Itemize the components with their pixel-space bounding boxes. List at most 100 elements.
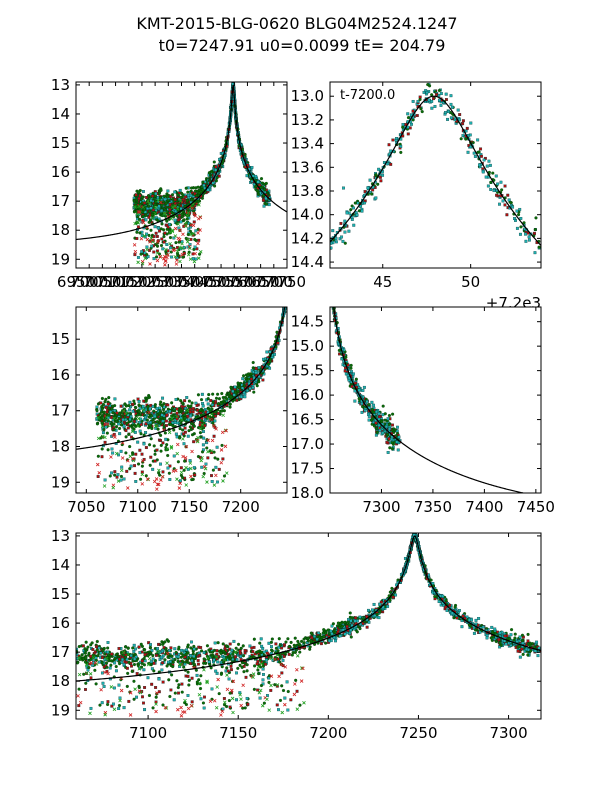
model-curve	[333, 307, 526, 493]
data-point-x	[111, 433, 115, 438]
data-point-square	[478, 163, 481, 167]
data-point-x	[178, 245, 182, 250]
data-point-x	[181, 454, 185, 459]
data-point-square	[377, 415, 381, 419]
data-point-circle	[130, 425, 134, 429]
data-point-circle	[157, 191, 161, 195]
data-point-square	[138, 194, 142, 198]
data-point-circle	[160, 403, 164, 408]
data-point-circle	[179, 195, 183, 199]
data-point-square	[131, 409, 135, 413]
data-point-square	[146, 255, 150, 259]
data-point-square	[124, 417, 128, 421]
x-tick-label: 7350	[414, 498, 452, 516]
data-point-square	[251, 386, 255, 390]
data-point-circle	[108, 474, 112, 478]
data-point-circle	[216, 402, 220, 406]
data-point-square	[378, 175, 382, 179]
y-tick-label: 13.8	[291, 182, 324, 200]
panel-data-points	[318, 82, 559, 273]
data-point-square	[126, 426, 130, 430]
data-point-circle	[123, 402, 127, 406]
data-point-square	[318, 247, 321, 250]
y-tick-label: 19	[51, 250, 70, 268]
data-point-square	[416, 100, 420, 103]
data-point-circle	[228, 402, 232, 406]
panels-group: 6950700070507100715072007250730073507400…	[51, 76, 559, 742]
data-point-square	[149, 199, 153, 202]
data-point-circle	[264, 202, 268, 206]
data-point-square	[547, 251, 550, 254]
data-point-x	[147, 410, 151, 415]
data-point-square	[365, 400, 369, 404]
x-tick-label: 50	[461, 273, 480, 291]
data-point-square	[197, 238, 201, 242]
x-tick-label: 7250	[136, 273, 174, 291]
data-point-square	[249, 377, 253, 381]
data-point-square	[386, 451, 390, 454]
data-point-circle	[332, 303, 335, 306]
data-point-x	[197, 203, 201, 207]
data-point-circle	[275, 330, 279, 334]
data-point-circle	[381, 404, 385, 408]
data-point-x	[160, 474, 165, 479]
data-point-circle	[128, 467, 132, 471]
data-point-circle	[159, 433, 163, 437]
data-point-circle	[332, 304, 335, 307]
data-point-circle	[193, 237, 197, 242]
data-point-square	[461, 119, 465, 123]
data-point-circle	[149, 228, 153, 232]
data-point-square	[183, 426, 187, 430]
data-point-x	[175, 249, 180, 254]
data-point-circle	[144, 214, 148, 218]
data-point-square	[150, 244, 154, 248]
data-point-circle	[179, 399, 183, 403]
data-point-x	[184, 444, 189, 449]
data-point-square	[425, 91, 429, 95]
data-point-square	[137, 197, 141, 200]
data-point-square	[449, 102, 453, 106]
data-point-circle	[185, 217, 189, 221]
data-point-circle	[137, 403, 141, 407]
data-point-x	[165, 447, 169, 451]
data-point-square	[254, 174, 258, 178]
data-point-square	[435, 93, 439, 96]
data-point-circle	[179, 473, 183, 477]
data-point-circle	[112, 422, 116, 426]
data-point-x	[163, 254, 167, 259]
data-point-square	[258, 183, 262, 187]
data-point-circle	[138, 231, 142, 235]
data-point-x	[145, 247, 149, 252]
data-point-x	[185, 213, 190, 218]
data-point-square	[142, 442, 146, 446]
data-point-square	[513, 217, 517, 221]
data-point-square	[345, 211, 349, 215]
data-point-circle	[214, 396, 219, 400]
data-point-x	[212, 424, 216, 428]
data-point-square	[126, 413, 130, 417]
data-point-square	[179, 220, 183, 224]
data-point-circle	[159, 443, 163, 447]
data-point-square	[169, 646, 173, 650]
data-point-square	[469, 121, 473, 125]
data-point-square	[214, 168, 218, 172]
data-point-circle	[537, 245, 541, 249]
data-point-circle	[166, 453, 170, 458]
data-point-square	[385, 440, 389, 444]
data-point-circle	[168, 236, 173, 240]
x-tick-label: 7100	[96, 273, 134, 291]
y-tick-label: 16	[51, 163, 70, 181]
data-point-square	[241, 386, 245, 390]
data-point-square	[106, 402, 110, 406]
data-point-square	[168, 409, 172, 413]
data-point-x	[136, 210, 141, 214]
data-point-circle	[548, 259, 551, 262]
data-point-circle	[137, 190, 141, 194]
data-point-circle	[100, 447, 104, 451]
data-point-circle	[491, 171, 495, 175]
data-point-square	[141, 190, 145, 193]
data-point-circle	[106, 448, 110, 452]
data-point-square	[556, 270, 559, 273]
data-point-square	[133, 464, 137, 468]
data-point-x	[130, 429, 135, 434]
